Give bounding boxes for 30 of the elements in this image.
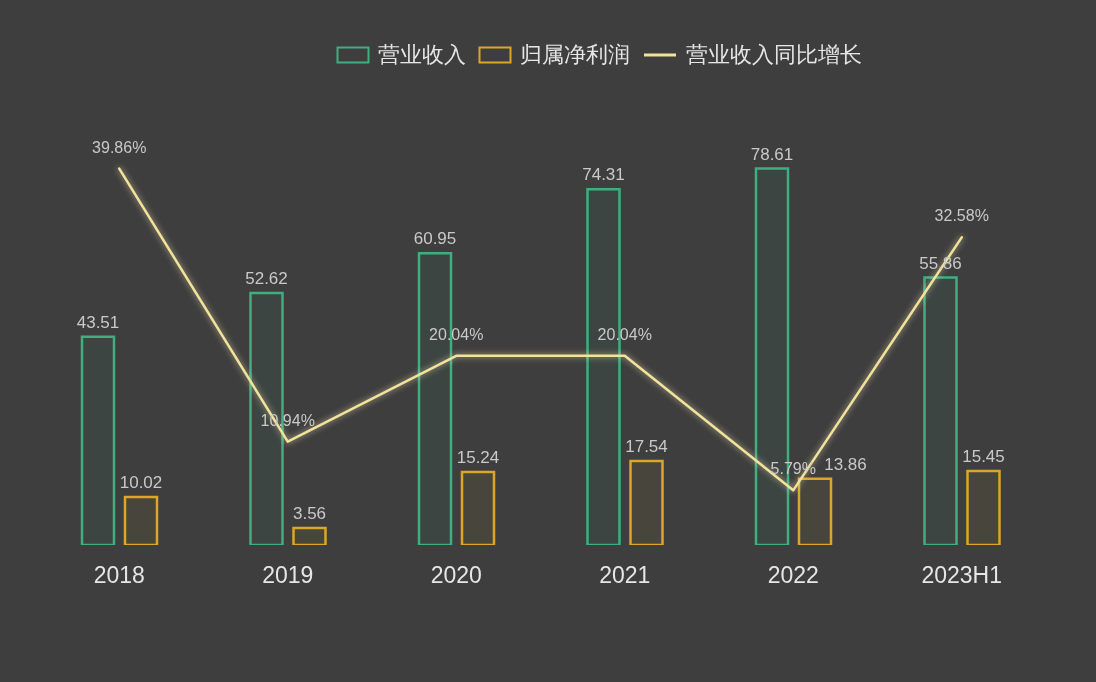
x-tick-label: 2022 [767,562,819,589]
bar [923,276,958,545]
data-label: 43.51 [76,312,120,332]
bar [629,459,664,545]
bar [123,495,159,545]
legend-label: 归属净利润 [520,41,630,69]
data-label: 32.58% [934,207,989,225]
x-tick-label: 2019 [262,562,314,589]
bar [460,470,496,545]
data-label: 15.45 [962,447,1005,467]
legend-label: 营业收入同比增长 [686,41,862,69]
data-label: 17.54 [625,437,668,457]
bar [292,526,327,545]
data-label: 60.95 [413,229,457,249]
bar [80,335,116,545]
bar [966,469,1001,545]
x-tick-label: 2020 [430,562,482,589]
x-tick-label: 2021 [599,562,651,589]
data-label: 15.24 [456,448,500,468]
x-tick-label: 2018 [93,562,145,589]
data-label: 3.56 [292,503,327,523]
legend-label: 营业收入 [378,41,466,69]
bar [797,477,833,545]
data-label: 74.31 [582,165,625,185]
data-label: 39.86% [92,138,147,156]
data-label: 52.62 [245,269,288,289]
data-label: 10.02 [119,473,163,493]
data-label: 78.61 [750,144,794,164]
x-tick-label: 2023H1 [921,562,1003,589]
data-label: 13.86 [824,454,867,474]
